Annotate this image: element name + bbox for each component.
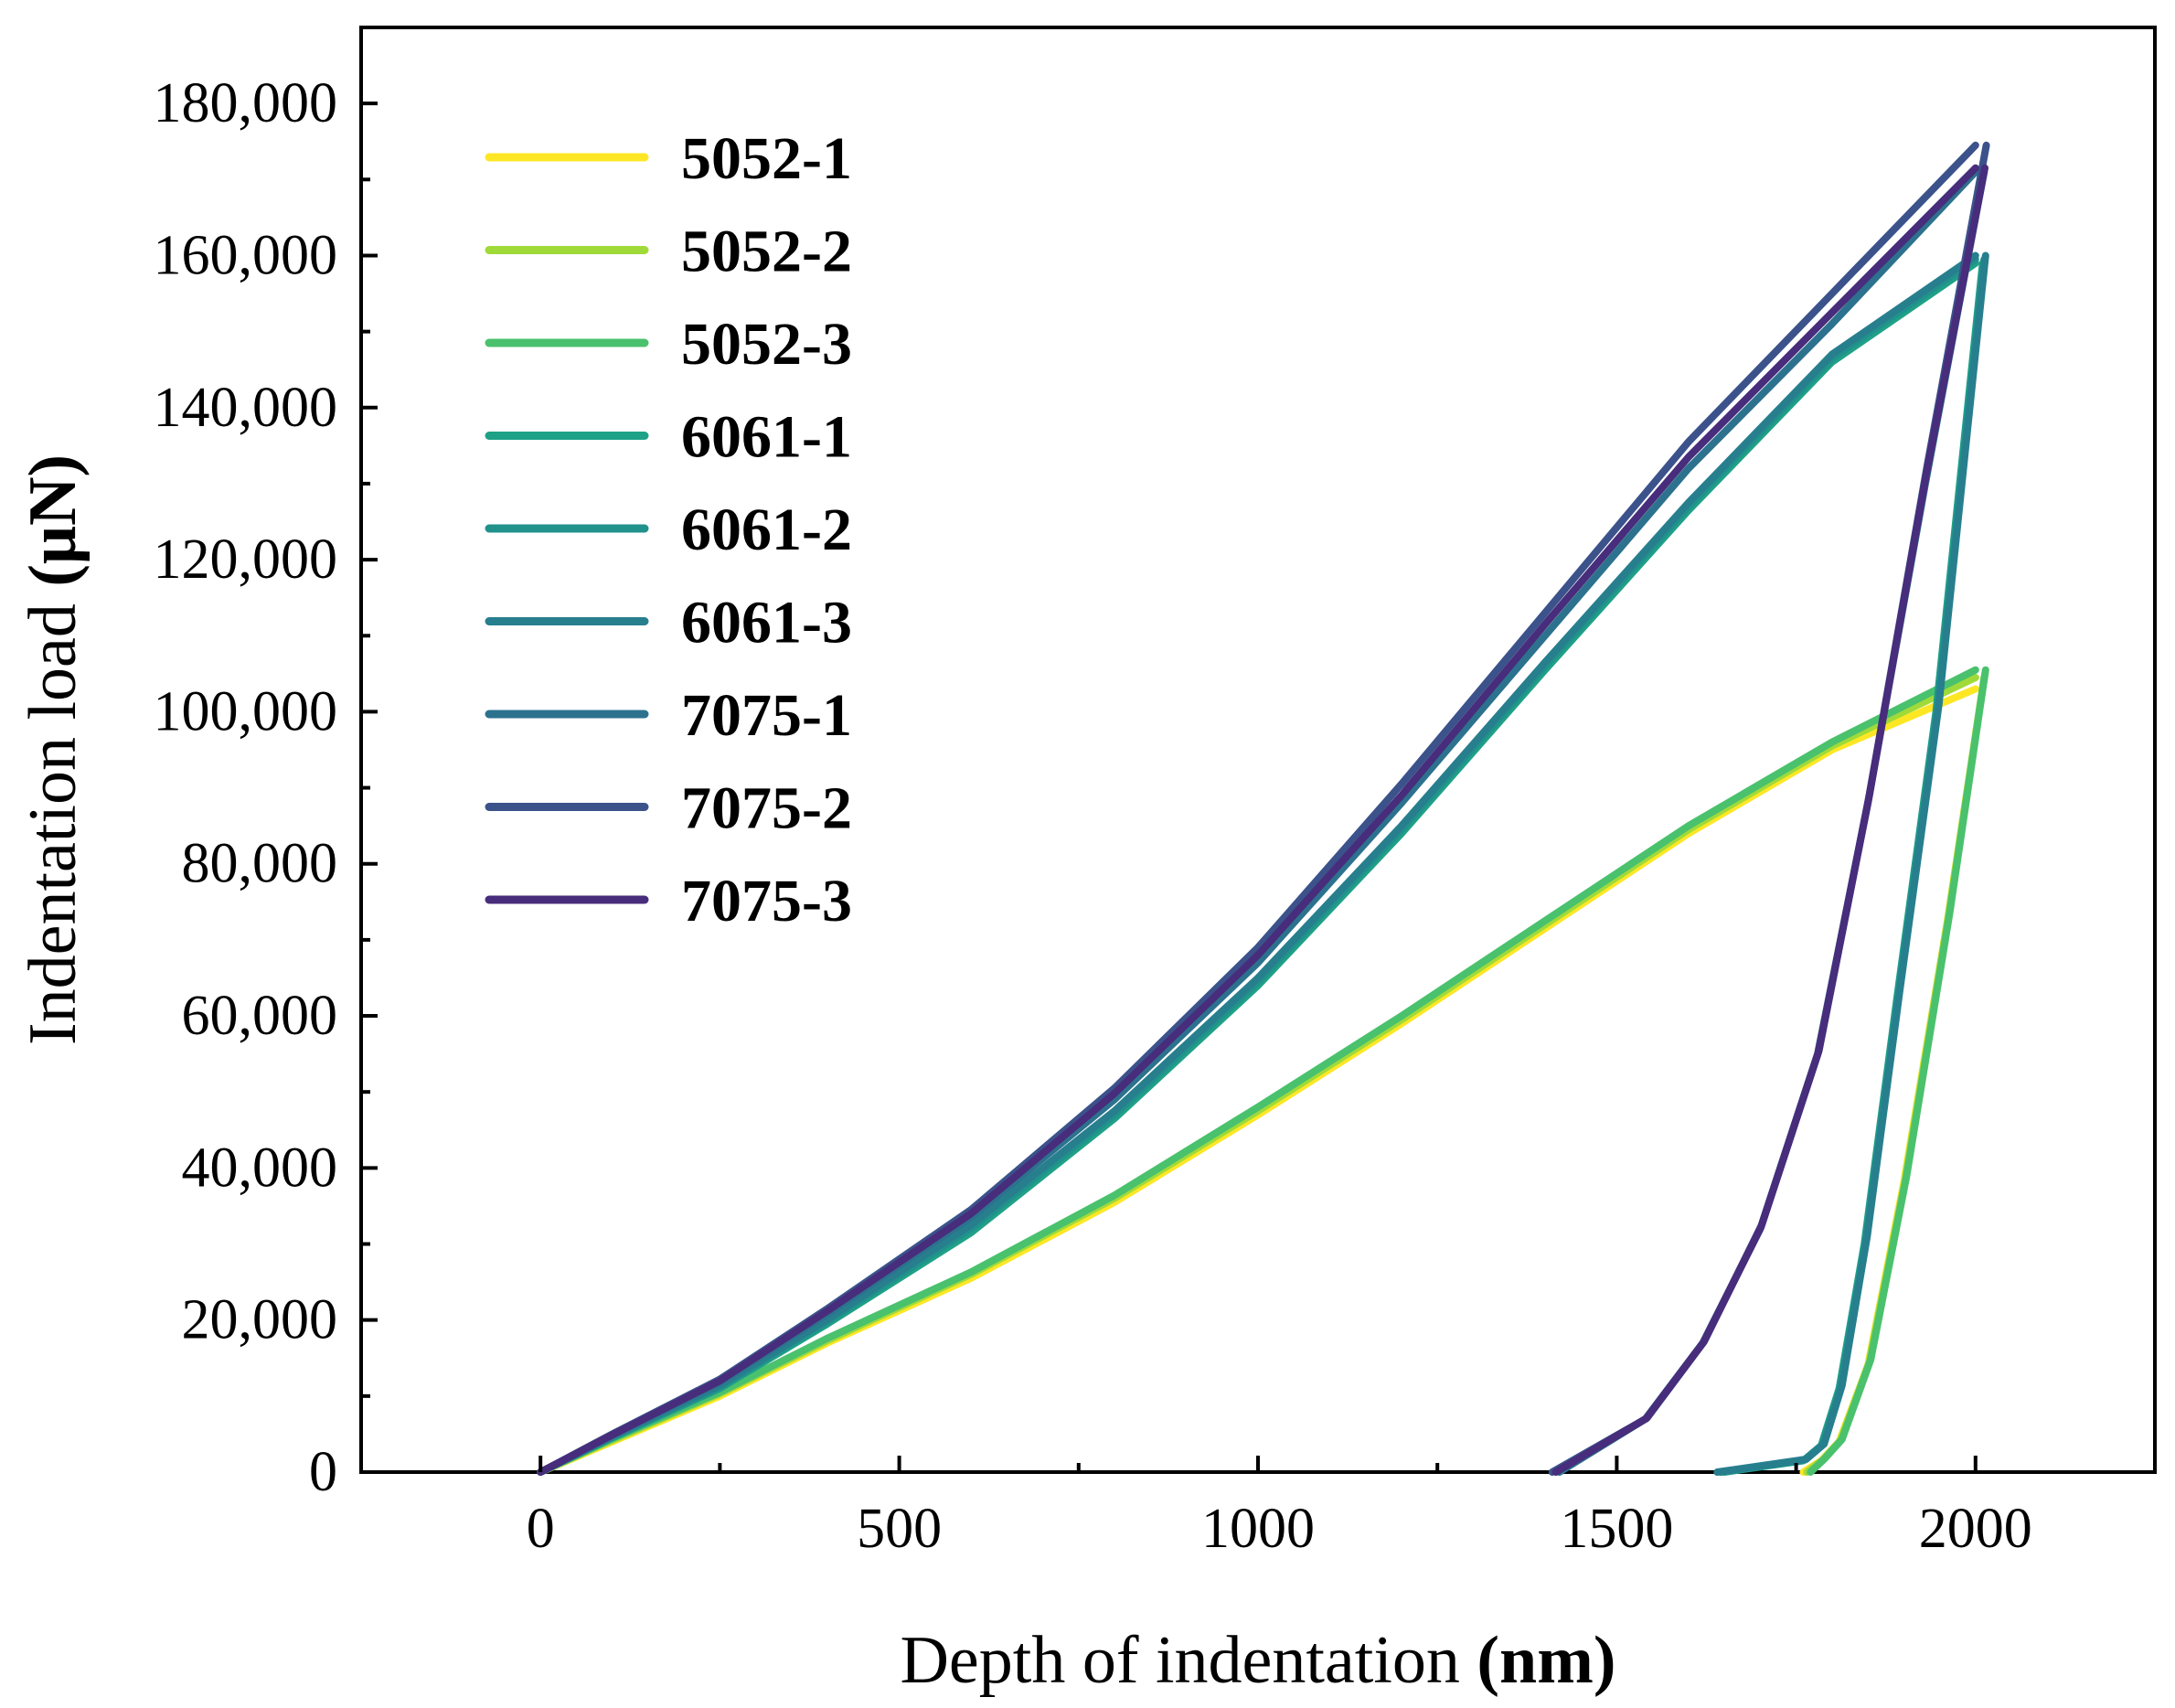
unloading-curve [1807,666,1989,1476]
legend-label: 6061-1 [681,404,852,471]
legend-label: 7075-1 [681,682,852,749]
loading-curve [537,164,1979,1476]
x-tick-label: 0 [527,1498,555,1560]
x-tick-label: 2000 [1919,1498,2032,1560]
y-tick-label: 120,000 [154,528,338,591]
x-axis-title-unit: (nm) [1477,1623,1615,1698]
legend-item: 7075-2 [485,775,852,842]
series-layer [537,141,1990,1476]
legend-label: 5052-1 [681,125,852,192]
legend-item: 6061-2 [485,496,852,563]
legend-label: 7075-2 [681,775,852,842]
y-tick-label: 60,000 [182,985,338,1047]
unloading-curve [1799,685,1987,1476]
y-axis-title: Indentation load (μN) [16,454,91,1045]
y-tick-label: 180,000 [154,72,338,134]
x-tick-label: 500 [857,1498,942,1560]
series-7075-3 [537,164,1988,1476]
legend-item: 5052-2 [485,219,852,285]
y-axis-title-text: Indentation load [16,603,91,1045]
y-tick-label: 160,000 [154,224,338,286]
y-tick-label: 140,000 [154,377,338,439]
x-axis-ticks: 0 500 1000 1500 2000 [527,1456,2032,1560]
y-tick-label: 100,000 [154,680,338,742]
y-axis-title-unit: (μN) [16,454,91,587]
legend-label: 5052-2 [681,219,852,285]
plot-area: 0 500 1000 1500 2000 0 20,000 40,000 60,000 80,0… [154,26,2157,1560]
legend-item: 5052-1 [485,125,852,192]
y-tick-label: 0 [309,1441,337,1503]
y-tick-label: 20,000 [182,1289,338,1351]
unloading-curve [1803,674,1988,1476]
unloading-curve [1551,164,1988,1476]
plot-frame [359,26,2157,1474]
x-axis-title-text: Depth of indentation [900,1623,1459,1698]
legend-label: 7075-3 [681,868,852,934]
legend-item: 7075-3 [485,868,852,934]
x-axis-title: Depth of indentation (nm) [900,1623,1615,1698]
legend-label: 6061-2 [681,496,852,563]
x-tick-label: 1000 [1201,1498,1315,1560]
y-tick-label: 40,000 [182,1137,338,1199]
legend-item: 5052-3 [485,311,852,378]
y-axis-ticks: 0 20,000 40,000 60,000 80,000 100,000 120,000 1… [154,72,378,1503]
legend-label: 6061-3 [681,590,852,657]
legend-item: 7075-1 [485,682,852,749]
legend: 5052-1 5052-2 5052-3 6061-1 6061-2 6061-3 7075… [485,125,852,934]
unloading-curve [1713,251,1989,1476]
legend-item: 6061-3 [485,590,852,657]
y-tick-label: 80,000 [182,833,338,895]
x-tick-label: 1500 [1560,1498,1673,1560]
legend-item: 6061-1 [485,404,852,471]
legend-label: 5052-3 [681,311,852,378]
